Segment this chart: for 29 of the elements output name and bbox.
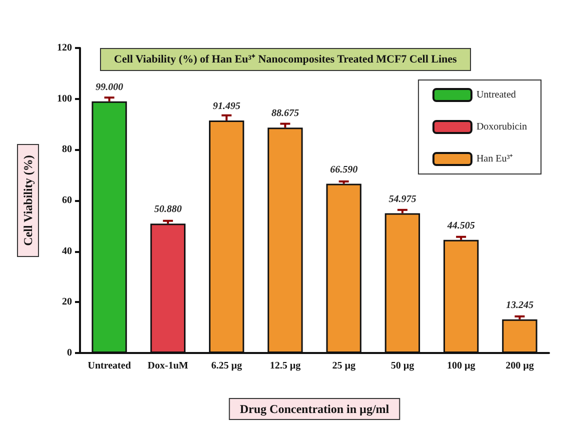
data-label: 13.245: [506, 300, 534, 311]
y-tick-label: 60: [62, 195, 72, 206]
x-tick-label: 25 µg: [332, 360, 356, 372]
legend-label: Untreated: [476, 90, 516, 100]
y-tick-label: 20: [62, 296, 72, 308]
x-tick-label: 200 µg: [506, 360, 534, 372]
data-label: 44.505: [446, 220, 475, 232]
legend-label: Han Eu³⁺: [476, 154, 514, 164]
y-tick-label: 80: [62, 144, 72, 156]
x-axis-title: Drug Concentration in µg/ml: [240, 402, 390, 416]
data-label: 88.675: [271, 108, 299, 120]
data-label: 99.000: [96, 82, 124, 93]
x-tick-label: Dox-1uM: [148, 360, 189, 372]
data-label: 91.495: [212, 100, 240, 112]
x-tick-label: Untreated: [88, 360, 132, 372]
y-tick-label: 100: [57, 93, 72, 104]
data-label: 54.975: [388, 194, 416, 205]
y-axis-title: Cell Viability (%): [21, 155, 35, 246]
x-tick-label: 12.5 µg: [270, 360, 301, 372]
text: Cell Viability (%) of Han Eu³⁺ Nanocomposites Treated MCF7 Cell Lines: [114, 54, 458, 66]
y-tick-label: 0: [67, 348, 72, 358]
data-label: 50.880: [154, 204, 182, 216]
x-tick-label: 100 µg: [446, 360, 476, 372]
legend-label: Doxorubicin: [476, 122, 527, 132]
y-tick-label: 120: [57, 42, 72, 54]
data-label: 66.590: [330, 164, 358, 176]
y-tick-label: 40: [62, 246, 72, 257]
x-tick-label: 6.25 µg: [211, 360, 242, 372]
x-tick-label: 50 µg: [390, 360, 414, 372]
